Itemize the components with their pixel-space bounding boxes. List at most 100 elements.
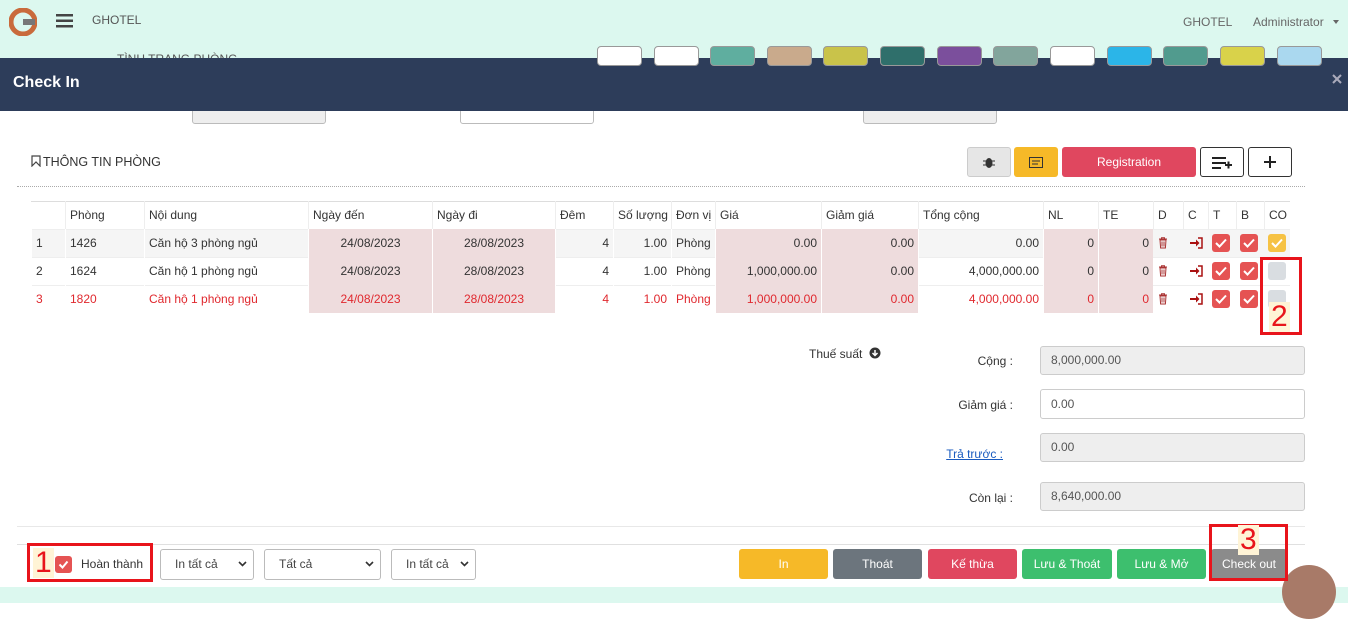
card-icon (1029, 157, 1043, 168)
complete-label[interactable]: Hoàn thành (81, 557, 144, 571)
notification-bell[interactable] (1282, 565, 1336, 619)
summary-value[interactable]: 0.00 (1040, 389, 1305, 419)
table-cell: 4 (555, 229, 613, 257)
toolbar-button[interactable] (880, 46, 925, 66)
annotation-box (27, 543, 153, 582)
summary-label: Cộng : (977, 354, 1013, 368)
column-header: Ngày đến (308, 201, 432, 229)
table-cell: 0 (1043, 285, 1098, 313)
add-list-button[interactable] (1200, 147, 1244, 177)
summary-label: Giảm giá : (958, 398, 1013, 412)
table-cell: 4 (555, 257, 613, 285)
table-cell: Căn hộ 1 phòng ngủ (144, 257, 308, 285)
toolbar-button[interactable] (1107, 46, 1152, 66)
table-cell: 0.00 (918, 229, 1043, 257)
annotation-number: 2 (1269, 300, 1290, 333)
plus-icon (1264, 156, 1276, 168)
delete-icon[interactable] (1158, 265, 1168, 277)
toolbar-button[interactable] (1220, 46, 1265, 66)
delete-icon[interactable] (1158, 293, 1168, 305)
footer-button[interactable]: Thoát (833, 549, 922, 579)
column-header: TE (1098, 201, 1153, 229)
table-cell: 0 (1098, 285, 1153, 313)
table-cell: 24/08/2023 (308, 285, 432, 313)
table-cell: 1624 (65, 257, 144, 285)
tax-label: Thuế suất (809, 347, 863, 361)
checkin-icon[interactable] (1190, 237, 1203, 249)
footer-button[interactable]: Lưu & Thoát (1022, 549, 1112, 579)
toolbar-button[interactable] (654, 46, 699, 66)
table-cell: 1,000,000.00 (715, 257, 821, 285)
table-cell: 1820 (65, 285, 144, 313)
row-checkbox[interactable] (1268, 262, 1286, 280)
annotation-number: 1 (33, 546, 54, 579)
table-cell: Căn hộ 1 phòng ngủ (144, 285, 308, 313)
table-cell: 24/08/2023 (308, 257, 432, 285)
close-button[interactable] (1331, 73, 1343, 85)
table-cell: Phòng (671, 257, 715, 285)
select-arrow (460, 561, 469, 567)
toolbar-button[interactable] (1163, 46, 1208, 66)
column-header: B (1236, 201, 1264, 229)
table-cell: 0.00 (715, 229, 821, 257)
filter-select[interactable]: In tất cả (391, 549, 476, 580)
modal-header (0, 58, 1348, 111)
divider (17, 186, 1305, 187)
footer-button[interactable]: Lưu & Mở (1117, 549, 1206, 579)
delete-icon[interactable] (1158, 237, 1168, 249)
table-cell: 24/08/2023 (308, 229, 432, 257)
tax-toggle[interactable] (869, 347, 881, 359)
toolbar-button[interactable] (823, 46, 868, 66)
logo[interactable] (9, 8, 37, 36)
column-header: NL (1043, 201, 1098, 229)
prepaid-link[interactable]: Trả trước : (946, 447, 1003, 461)
bottom-bar (0, 587, 1348, 603)
brand[interactable]: GHOTEL (92, 13, 142, 27)
table-cell: 0.00 (821, 229, 918, 257)
toolbar-button[interactable] (597, 46, 642, 66)
divider (17, 544, 1305, 545)
footer-button[interactable]: Kế thừa (928, 549, 1017, 579)
complete-checkbox[interactable] (55, 556, 72, 573)
row-checkbox[interactable] (1212, 262, 1230, 280)
table-cell: 3 (31, 285, 65, 313)
registration-button[interactable]: Registration (1062, 147, 1196, 177)
annotation-box (1260, 257, 1302, 335)
table-cell: Căn hộ 3 phòng ngủ (144, 229, 308, 257)
toolbar-button[interactable] (937, 46, 982, 66)
column-header: T (1208, 201, 1236, 229)
row-checkbox[interactable] (1212, 234, 1230, 252)
add-button[interactable] (1248, 147, 1292, 177)
toolbar-button[interactable] (1277, 46, 1322, 66)
toolbar-button[interactable] (710, 46, 755, 66)
row-checkbox[interactable] (1240, 262, 1258, 280)
filter-select[interactable]: Tất cả (264, 549, 381, 580)
bug-button[interactable] (967, 147, 1011, 177)
row-checkbox[interactable] (1268, 234, 1286, 252)
bookmark-icon (31, 155, 41, 167)
user-menu[interactable]: Administrator (1253, 15, 1324, 29)
toolbar-button[interactable] (1050, 46, 1095, 66)
row-checkbox[interactable] (1240, 290, 1258, 308)
table-cell: 4,000,000.00 (918, 285, 1043, 313)
menu-toggle[interactable] (56, 13, 74, 29)
table-cell: 0 (1098, 229, 1153, 257)
checkin-icon[interactable] (1190, 265, 1203, 277)
row-checkbox[interactable] (1212, 290, 1230, 308)
column-header: Nội dung (144, 201, 308, 229)
footer-button[interactable]: In (739, 549, 828, 579)
card-button[interactable] (1014, 147, 1058, 177)
divider (17, 526, 1305, 527)
annotation-number: 3 (1238, 523, 1259, 556)
filter-select[interactable]: In tất cả (160, 549, 254, 580)
site-link[interactable]: GHOTEL (1183, 15, 1233, 29)
checkin-icon[interactable] (1190, 293, 1203, 305)
column-header: Số lượng (613, 201, 671, 229)
column-header: Đêm (555, 201, 613, 229)
toolbar-button[interactable] (767, 46, 812, 66)
toolbar-button[interactable] (993, 46, 1038, 66)
table-cell: 1.00 (613, 229, 671, 257)
table-cell: Phòng (671, 285, 715, 313)
row-checkbox[interactable] (1240, 234, 1258, 252)
